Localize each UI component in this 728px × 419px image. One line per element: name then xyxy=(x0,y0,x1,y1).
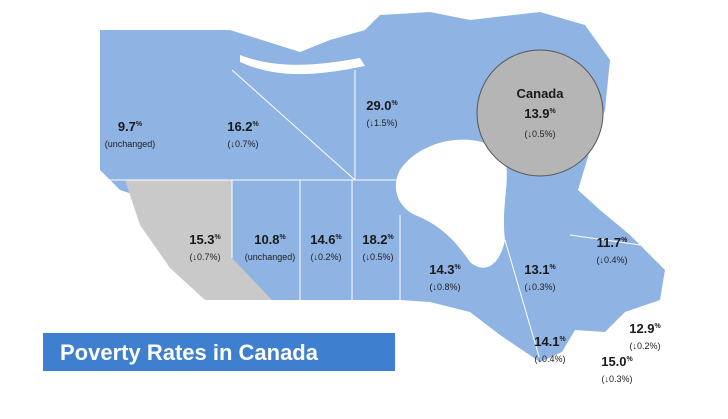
rate-unit: % xyxy=(550,264,557,271)
change: (↓0.7%) xyxy=(227,139,258,149)
rate: 13.1% xyxy=(524,262,556,277)
change: (↓0.4%) xyxy=(596,255,627,265)
hudson-bay xyxy=(395,139,507,268)
change: (unchanged) xyxy=(245,252,296,262)
rate: 12.9% xyxy=(629,321,661,336)
change: (↓1.5%) xyxy=(366,118,397,128)
rate-value: 9.7 xyxy=(118,119,136,134)
gray-region xyxy=(125,180,272,300)
map-shapes xyxy=(100,12,665,362)
border xyxy=(504,239,541,361)
border xyxy=(569,234,641,246)
rate-value: 13.1 xyxy=(524,262,549,277)
national-name: Canada xyxy=(517,86,565,101)
rate-unit: % xyxy=(280,234,287,241)
rate-value: 12.9 xyxy=(629,321,654,336)
rate: 14.1% xyxy=(534,334,566,349)
change: (↓0.3%) xyxy=(524,282,555,292)
borders xyxy=(100,69,641,361)
rate-value: 14.3 xyxy=(429,262,454,277)
rate-value: 13.9 xyxy=(524,106,549,121)
rate: 14.6% xyxy=(310,232,342,247)
rate: 16.2% xyxy=(227,119,259,134)
rate-value: 15.0 xyxy=(601,354,626,369)
rate-value: 16.2 xyxy=(227,119,252,134)
rate-value: 10.8 xyxy=(254,232,279,247)
rate: 15.0% xyxy=(601,354,633,369)
rate-unit: % xyxy=(560,336,567,343)
rate-unit: % xyxy=(336,234,343,241)
rate-value: 15.3 xyxy=(189,232,214,247)
change: (↓0.7%) xyxy=(189,252,220,262)
rate-value: 14.1 xyxy=(534,334,559,349)
rate-unit: % xyxy=(215,234,222,241)
rate-unit: % xyxy=(550,108,557,115)
rate-unit: % xyxy=(627,356,634,363)
rate: 13.9% xyxy=(524,106,556,121)
labels: 13.9% (↓0.5%) 9.7% (unchanged) 16.2% (↓0.7%) 2… xyxy=(105,98,662,384)
change: (↓0.4%) xyxy=(534,354,565,364)
rate-value: 29.0 xyxy=(366,98,391,113)
rate-value: 18.2 xyxy=(362,232,387,247)
rate: 29.0% xyxy=(366,98,398,113)
rate-unit: % xyxy=(455,264,462,271)
rate: 14.3% xyxy=(429,262,461,277)
rate-value: 14.6 xyxy=(310,232,335,247)
arctic-channel xyxy=(240,55,365,75)
title-bar xyxy=(43,333,395,371)
rate-unit: % xyxy=(136,121,143,128)
change: (↓0.5%) xyxy=(362,252,393,262)
change: (↓0.3%) xyxy=(601,374,632,384)
rate: 9.7% xyxy=(118,119,143,134)
rate-unit: % xyxy=(655,323,662,330)
change: (↓0.8%) xyxy=(429,282,460,292)
change: (unchanged) xyxy=(105,139,156,149)
rate-unit: % xyxy=(253,121,260,128)
change: (↓0.2%) xyxy=(629,341,660,351)
rate: 18.2% xyxy=(362,232,394,247)
change: (↓0.2%) xyxy=(310,252,341,262)
title: Poverty Rates in Canada xyxy=(60,340,319,365)
rate: 10.8% xyxy=(254,232,286,247)
change: (↓0.5%) xyxy=(524,129,555,139)
rate: 15.3% xyxy=(189,232,221,247)
rate: 11.7% xyxy=(597,235,629,250)
national-circle xyxy=(476,49,604,177)
border xyxy=(231,69,356,181)
rate-unit: % xyxy=(621,237,628,244)
rate-value: 11.7 xyxy=(597,235,622,250)
rate-unit: % xyxy=(392,100,399,107)
rate-unit: % xyxy=(388,234,395,241)
